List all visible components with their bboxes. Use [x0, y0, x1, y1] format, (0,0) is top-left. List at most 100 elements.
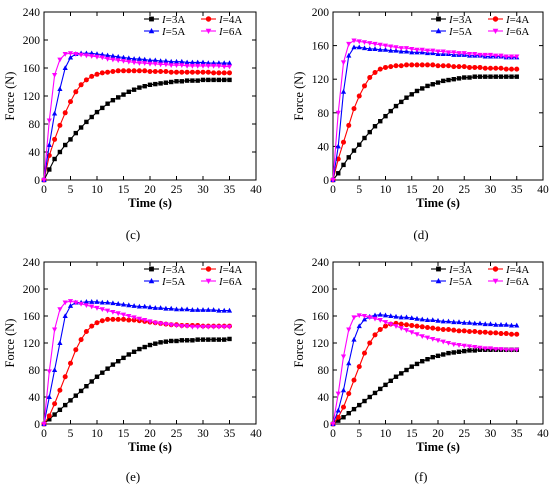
legend-marker-I5 [148, 28, 155, 34]
data-point-I3 [78, 388, 84, 394]
data-point-I3 [131, 87, 137, 92]
data-point-I4 [341, 404, 346, 410]
data-point-I4 [514, 66, 520, 72]
data-point-I4 [158, 69, 164, 74]
data-point-I5 [461, 319, 467, 325]
data-point-I5 [126, 302, 132, 308]
legend-marker-I4 [205, 266, 212, 272]
x-tick-label: 35 [224, 184, 236, 196]
data-point-I4 [461, 328, 467, 334]
x-tick-label: 15 [118, 428, 130, 440]
data-point-I6 [57, 57, 63, 63]
data-point-I4 [482, 329, 488, 335]
legend-label-I6: I=6A [218, 276, 242, 288]
data-point-I6 [514, 347, 520, 353]
data-point-I5 [136, 303, 142, 309]
data-point-I6 [414, 332, 420, 338]
data-point-I6 [382, 43, 389, 49]
data-point-I6 [94, 54, 100, 60]
data-point-I4 [346, 391, 352, 397]
data-point-I6 [493, 347, 499, 352]
data-point-I5 [110, 300, 116, 306]
data-point-I3 [488, 74, 493, 79]
data-point-I5 [388, 313, 394, 318]
data-point-I3 [84, 384, 89, 389]
data-point-I3 [472, 348, 477, 353]
data-point-I6 [424, 48, 431, 54]
data-point-I6 [147, 61, 153, 67]
data-point-I5 [195, 307, 201, 312]
data-point-I5 [351, 336, 357, 342]
data-point-I6 [94, 305, 100, 311]
data-point-I5 [487, 321, 494, 327]
data-point-I3 [110, 98, 116, 103]
data-point-I3 [222, 77, 227, 83]
legend-label-prefix: I [161, 14, 167, 26]
data-point-I5 [430, 317, 436, 323]
data-point-I3 [195, 337, 200, 342]
legend-label-I5: I=5A [448, 26, 472, 38]
data-point-I4 [126, 68, 132, 74]
data-point-I6 [361, 314, 368, 319]
data-point-I6 [184, 324, 190, 329]
data-point-I3 [211, 77, 216, 83]
data-point-I3 [399, 99, 404, 105]
data-point-I4 [514, 331, 520, 337]
data-point-I5 [52, 367, 58, 372]
data-point-I5 [221, 60, 227, 66]
data-point-I4 [152, 69, 158, 74]
data-point-I3 [409, 92, 414, 97]
data-point-I3 [216, 337, 222, 342]
data-point-I5 [340, 387, 347, 393]
data-point-I6 [126, 59, 132, 65]
data-point-I5 [393, 47, 399, 53]
x-axis-label: Time (s) [128, 196, 172, 210]
data-point-I6 [110, 309, 116, 315]
data-point-I6 [168, 322, 174, 328]
data-point-I6 [131, 60, 137, 66]
legend: I=3A I=4AI=5A I=6A [144, 264, 242, 288]
series-line-I4 [332, 322, 517, 425]
legend-label-I5: I=5A [448, 276, 472, 288]
data-point-I5 [393, 313, 399, 319]
data-point-I4 [398, 63, 404, 69]
data-point-I3 [211, 337, 216, 342]
data-point-I3 [142, 344, 147, 350]
data-point-I5 [211, 60, 217, 66]
data-point-I3 [179, 79, 184, 84]
data-point-I6 [361, 40, 368, 46]
data-point-I4 [200, 69, 206, 75]
data-point-I3 [357, 142, 362, 147]
data-point-I5 [335, 407, 341, 413]
y-axis-label: Force (N) [292, 72, 306, 121]
legend-marker-I4 [205, 16, 212, 22]
data-point-I6 [461, 51, 467, 56]
legend-label-prefix: I [218, 264, 224, 276]
data-point-I3 [190, 78, 195, 83]
x-tick-label: 20 [144, 428, 156, 440]
panel-caption: (d) [413, 227, 428, 242]
data-point-I6 [493, 53, 499, 59]
data-point-I6 [173, 323, 180, 329]
data-point-I3 [378, 119, 383, 124]
data-point-I4 [115, 316, 121, 322]
legend-label-value: =6A [223, 26, 243, 38]
data-point-I4 [383, 323, 388, 329]
y-tick-label: 40 [318, 392, 330, 404]
legend-label-value: =5A [453, 276, 473, 288]
x-tick-label: 0 [41, 428, 47, 440]
data-point-I4 [189, 69, 195, 75]
legend-label-prefix: I [505, 26, 511, 38]
data-point-I3 [404, 367, 409, 373]
data-point-I3 [63, 142, 68, 148]
data-point-I4 [205, 69, 211, 75]
data-point-I4 [503, 66, 509, 72]
data-point-I4 [488, 330, 493, 336]
x-tick-label: 0 [41, 184, 47, 196]
data-point-I3 [336, 418, 341, 423]
data-point-I6 [409, 46, 415, 52]
data-point-I6 [466, 344, 473, 350]
data-point-I6 [367, 41, 373, 46]
legend-label-I5: I=5A [161, 26, 185, 38]
data-point-I4 [62, 374, 68, 380]
